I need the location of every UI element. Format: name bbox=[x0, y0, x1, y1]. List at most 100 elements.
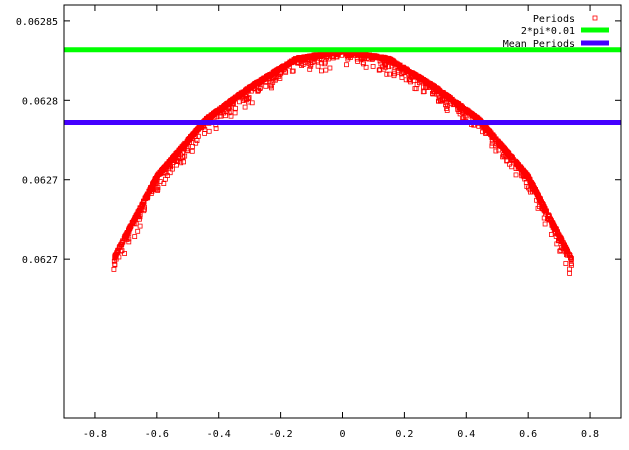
data-point bbox=[153, 186, 159, 192]
data-point bbox=[307, 66, 313, 72]
data-point bbox=[315, 63, 321, 69]
data-point bbox=[486, 130, 492, 136]
data-point bbox=[545, 216, 550, 222]
data-point bbox=[370, 64, 376, 69]
data-point bbox=[178, 160, 184, 166]
data-point bbox=[173, 152, 179, 158]
data-point bbox=[542, 206, 548, 212]
data-point bbox=[412, 86, 418, 91]
data-point bbox=[414, 82, 420, 87]
data-point bbox=[233, 105, 238, 111]
data-point bbox=[248, 88, 254, 94]
data-point bbox=[493, 148, 499, 154]
data-point bbox=[561, 243, 567, 249]
data-point bbox=[564, 247, 570, 253]
data-point bbox=[489, 140, 495, 146]
data-point bbox=[129, 220, 135, 226]
data-point bbox=[249, 100, 255, 106]
plot-frame bbox=[63, 4, 622, 419]
data-point bbox=[548, 217, 553, 223]
data-point bbox=[306, 61, 312, 67]
data-point bbox=[439, 96, 445, 102]
data-point bbox=[533, 187, 538, 193]
data-point bbox=[278, 66, 284, 72]
data-point bbox=[361, 61, 366, 67]
data-point bbox=[386, 64, 392, 70]
data-point bbox=[386, 71, 392, 77]
data-point bbox=[536, 194, 541, 200]
data-point bbox=[315, 58, 321, 64]
data-point bbox=[309, 54, 315, 60]
data-point bbox=[380, 55, 386, 61]
data-point bbox=[111, 266, 117, 272]
data-point bbox=[315, 53, 321, 59]
data-point bbox=[206, 128, 212, 134]
data-point bbox=[239, 91, 244, 97]
data-point bbox=[177, 147, 183, 153]
data-point bbox=[554, 241, 560, 247]
data-point bbox=[497, 142, 503, 148]
data-point bbox=[262, 76, 268, 82]
data-point bbox=[215, 108, 221, 114]
data-point bbox=[255, 88, 261, 94]
x-tick-label: 0 bbox=[339, 429, 345, 440]
data-point bbox=[135, 228, 141, 234]
data-point bbox=[243, 97, 249, 102]
y-tick-label: 0.0628 bbox=[22, 96, 58, 107]
data-point bbox=[162, 167, 168, 172]
data-point bbox=[132, 234, 138, 240]
data-point bbox=[567, 270, 572, 276]
x-tick-label: -0.4 bbox=[207, 429, 231, 440]
periods-points bbox=[111, 48, 574, 276]
data-point bbox=[192, 131, 197, 137]
x-tick-label: -0.2 bbox=[269, 429, 293, 440]
x-tick-label: 0.2 bbox=[395, 429, 413, 440]
data-point bbox=[178, 146, 184, 151]
x-axis-ticks: -0.8 -0.6 -0.4 -0.2 0 0.2 0.4 0.6 0.8 bbox=[83, 5, 599, 440]
data-point bbox=[525, 173, 530, 179]
data-point bbox=[413, 86, 419, 92]
data-point bbox=[137, 223, 143, 229]
data-point bbox=[373, 55, 379, 61]
data-point bbox=[435, 86, 441, 92]
data-point bbox=[557, 248, 563, 254]
y-axis-ticks: 0.0627 0.0627 0.0628 0.06285 bbox=[16, 17, 621, 266]
data-point bbox=[262, 76, 268, 81]
data-point bbox=[452, 99, 458, 105]
data-point bbox=[539, 199, 544, 205]
data-point bbox=[187, 134, 193, 140]
data-point bbox=[558, 236, 564, 242]
data-point bbox=[568, 255, 573, 260]
data-point bbox=[516, 164, 522, 170]
data-point bbox=[180, 154, 185, 160]
data-point bbox=[242, 104, 248, 110]
data-point bbox=[137, 216, 142, 222]
data-point bbox=[404, 67, 410, 73]
data-point bbox=[159, 167, 165, 173]
data-point bbox=[144, 191, 150, 197]
y-tick-label: 0.06285 bbox=[16, 17, 58, 28]
data-point bbox=[193, 140, 199, 146]
data-point bbox=[120, 238, 126, 244]
data-point bbox=[552, 226, 558, 231]
data-point bbox=[399, 75, 405, 80]
x-tick-label: 0.4 bbox=[457, 429, 475, 440]
data-point bbox=[451, 98, 457, 104]
data-point bbox=[568, 258, 574, 264]
legend-marker bbox=[592, 15, 598, 21]
data-point bbox=[213, 126, 219, 131]
data-point bbox=[360, 52, 366, 57]
data-point bbox=[238, 92, 244, 97]
data-point bbox=[503, 149, 509, 155]
data-point bbox=[292, 58, 298, 63]
data-point bbox=[447, 95, 453, 101]
data-point bbox=[275, 68, 281, 73]
data-point bbox=[147, 186, 153, 192]
data-point bbox=[543, 211, 548, 217]
data-point bbox=[217, 113, 223, 119]
data-point bbox=[400, 65, 406, 71]
data-point bbox=[519, 173, 525, 179]
